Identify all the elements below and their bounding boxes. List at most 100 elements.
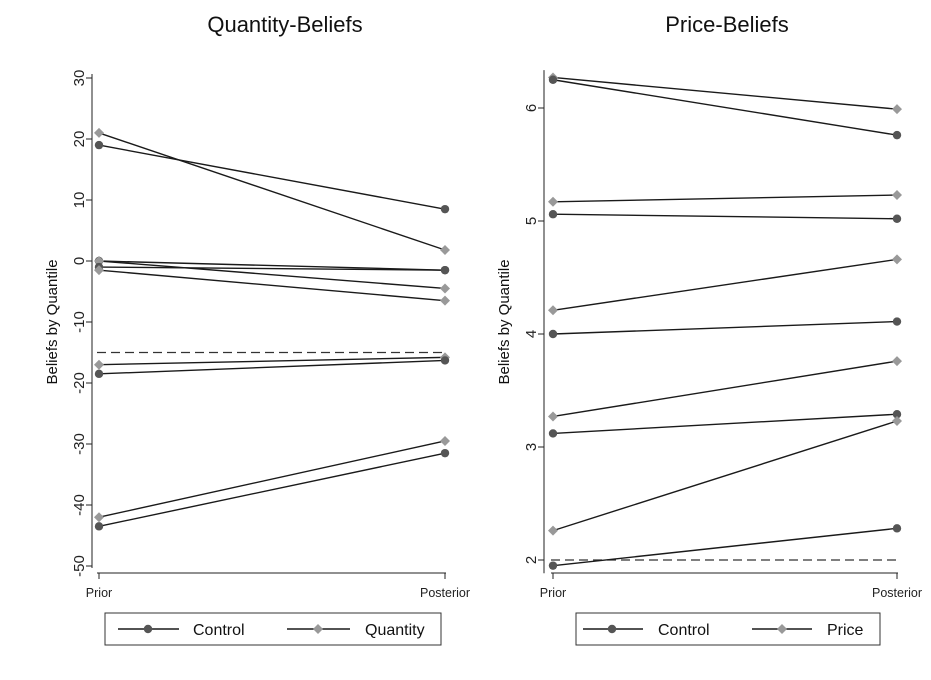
series-line: [98, 440, 446, 518]
series-line: [552, 79, 898, 136]
series-line: [98, 269, 446, 302]
series-6: [98, 356, 446, 366]
data-point-circle: [548, 329, 558, 339]
x-tick-label: Prior: [540, 586, 566, 600]
series-3: [552, 213, 898, 220]
series-line: [98, 266, 446, 271]
series-line: [98, 144, 446, 210]
series-7: [552, 413, 898, 435]
series-1: [552, 79, 898, 136]
y-tick-label: 30: [71, 70, 88, 87]
data-point-diamond: [548, 196, 558, 207]
y-tick-label: -10: [71, 311, 88, 333]
series-1: [98, 132, 446, 251]
panel-title: Quantity-Beliefs: [207, 12, 362, 37]
data-point-diamond: [548, 411, 558, 422]
series-3: [98, 260, 446, 290]
series-8: [98, 440, 446, 518]
series-line: [552, 194, 898, 203]
y-tick-label: -40: [71, 494, 88, 516]
y-tick-label: 20: [71, 131, 88, 148]
series-7: [98, 359, 446, 375]
series-line: [552, 76, 898, 110]
series-9: [552, 527, 898, 567]
series-line: [552, 213, 898, 220]
series-0: [98, 144, 446, 210]
y-tick-label: 6: [523, 104, 540, 112]
data-point-diamond: [548, 305, 558, 316]
legend: Control Price: [575, 612, 881, 646]
series-line: [98, 452, 446, 528]
axes: 6 5 4 3 2 Prior Posterior: [523, 70, 922, 600]
price-beliefs-panel: Price-Beliefs Beliefs by Quantile 6 5 4 3 2 P…: [496, 12, 922, 646]
data-point-diamond: [440, 245, 450, 256]
data-point-diamond: [440, 283, 450, 294]
data-point-circle: [892, 317, 902, 326]
data-point-circle: [892, 130, 902, 140]
legend: Control Quantity: [104, 612, 442, 646]
data-point-circle: [94, 140, 104, 150]
series-4: [552, 258, 898, 311]
legend-entry-control: Control: [118, 622, 245, 639]
data-point-diamond: [892, 190, 902, 201]
data-point-circle: [94, 522, 104, 531]
data-point-diamond: [892, 416, 902, 427]
legend-entry-quantity: Quantity: [287, 622, 425, 639]
data-point-diamond: [548, 525, 558, 536]
data-point-diamond: [94, 512, 104, 523]
series-5: [552, 320, 898, 335]
y-tick-label: -50: [71, 555, 88, 577]
series-4: [98, 266, 446, 271]
legend-label-control: Control: [658, 622, 710, 639]
y-tick-label: 3: [523, 443, 540, 451]
legend-marker-quantity: [313, 624, 323, 634]
data-point-diamond: [94, 256, 104, 266]
data-point-circle: [440, 204, 450, 214]
series-line: [552, 527, 898, 567]
legend-entry-control: Control: [583, 622, 710, 639]
y-tick-label: 10: [71, 192, 88, 209]
series-line: [552, 258, 898, 311]
series-line: [552, 420, 898, 532]
series-0: [552, 76, 898, 110]
data-point-circle: [892, 214, 902, 223]
axes: 30 20 10 0 -10 -20 -30 -40 -50 Prior Posterior: [71, 70, 470, 600]
legend-label-price: Price: [827, 622, 864, 639]
x-tick-label: Prior: [86, 586, 112, 600]
y-tick-label: 0: [71, 257, 88, 265]
data-point-circle: [892, 524, 902, 533]
series-line: [98, 260, 446, 271]
y-axis-title: Beliefs by Quantile: [44, 259, 61, 384]
series-line: [98, 260, 446, 290]
series-line: [552, 413, 898, 435]
data-point-diamond: [892, 104, 902, 115]
legend-label-quantity: Quantity: [365, 622, 425, 639]
series-line: [552, 320, 898, 335]
legend-marker-price: [777, 624, 787, 634]
panel-title: Price-Beliefs: [665, 12, 788, 37]
data-point-circle: [548, 210, 558, 219]
series-line: [552, 360, 898, 418]
legend-marker-control: [607, 624, 617, 634]
series-2: [552, 194, 898, 203]
y-tick-label: -20: [71, 372, 88, 394]
data-point-diamond: [440, 295, 450, 306]
series-6: [552, 360, 898, 418]
plot-marks: [94, 127, 450, 531]
data-point-diamond: [94, 359, 104, 370]
x-tick-label: Posterior: [872, 586, 922, 600]
y-tick-label: 5: [523, 217, 540, 225]
data-point-circle: [548, 561, 558, 570]
series-5: [98, 269, 446, 302]
series-9: [98, 452, 446, 528]
legend-entry-price: Price: [752, 622, 864, 639]
data-point-diamond: [94, 127, 104, 138]
data-point-circle: [440, 265, 450, 275]
x-tick-label: Posterior: [420, 586, 470, 600]
data-point-diamond: [440, 435, 450, 446]
y-tick-label: -30: [71, 433, 88, 455]
data-point-circle: [892, 410, 902, 419]
y-tick-label: 2: [523, 556, 540, 564]
legend-marker-control: [143, 624, 153, 634]
